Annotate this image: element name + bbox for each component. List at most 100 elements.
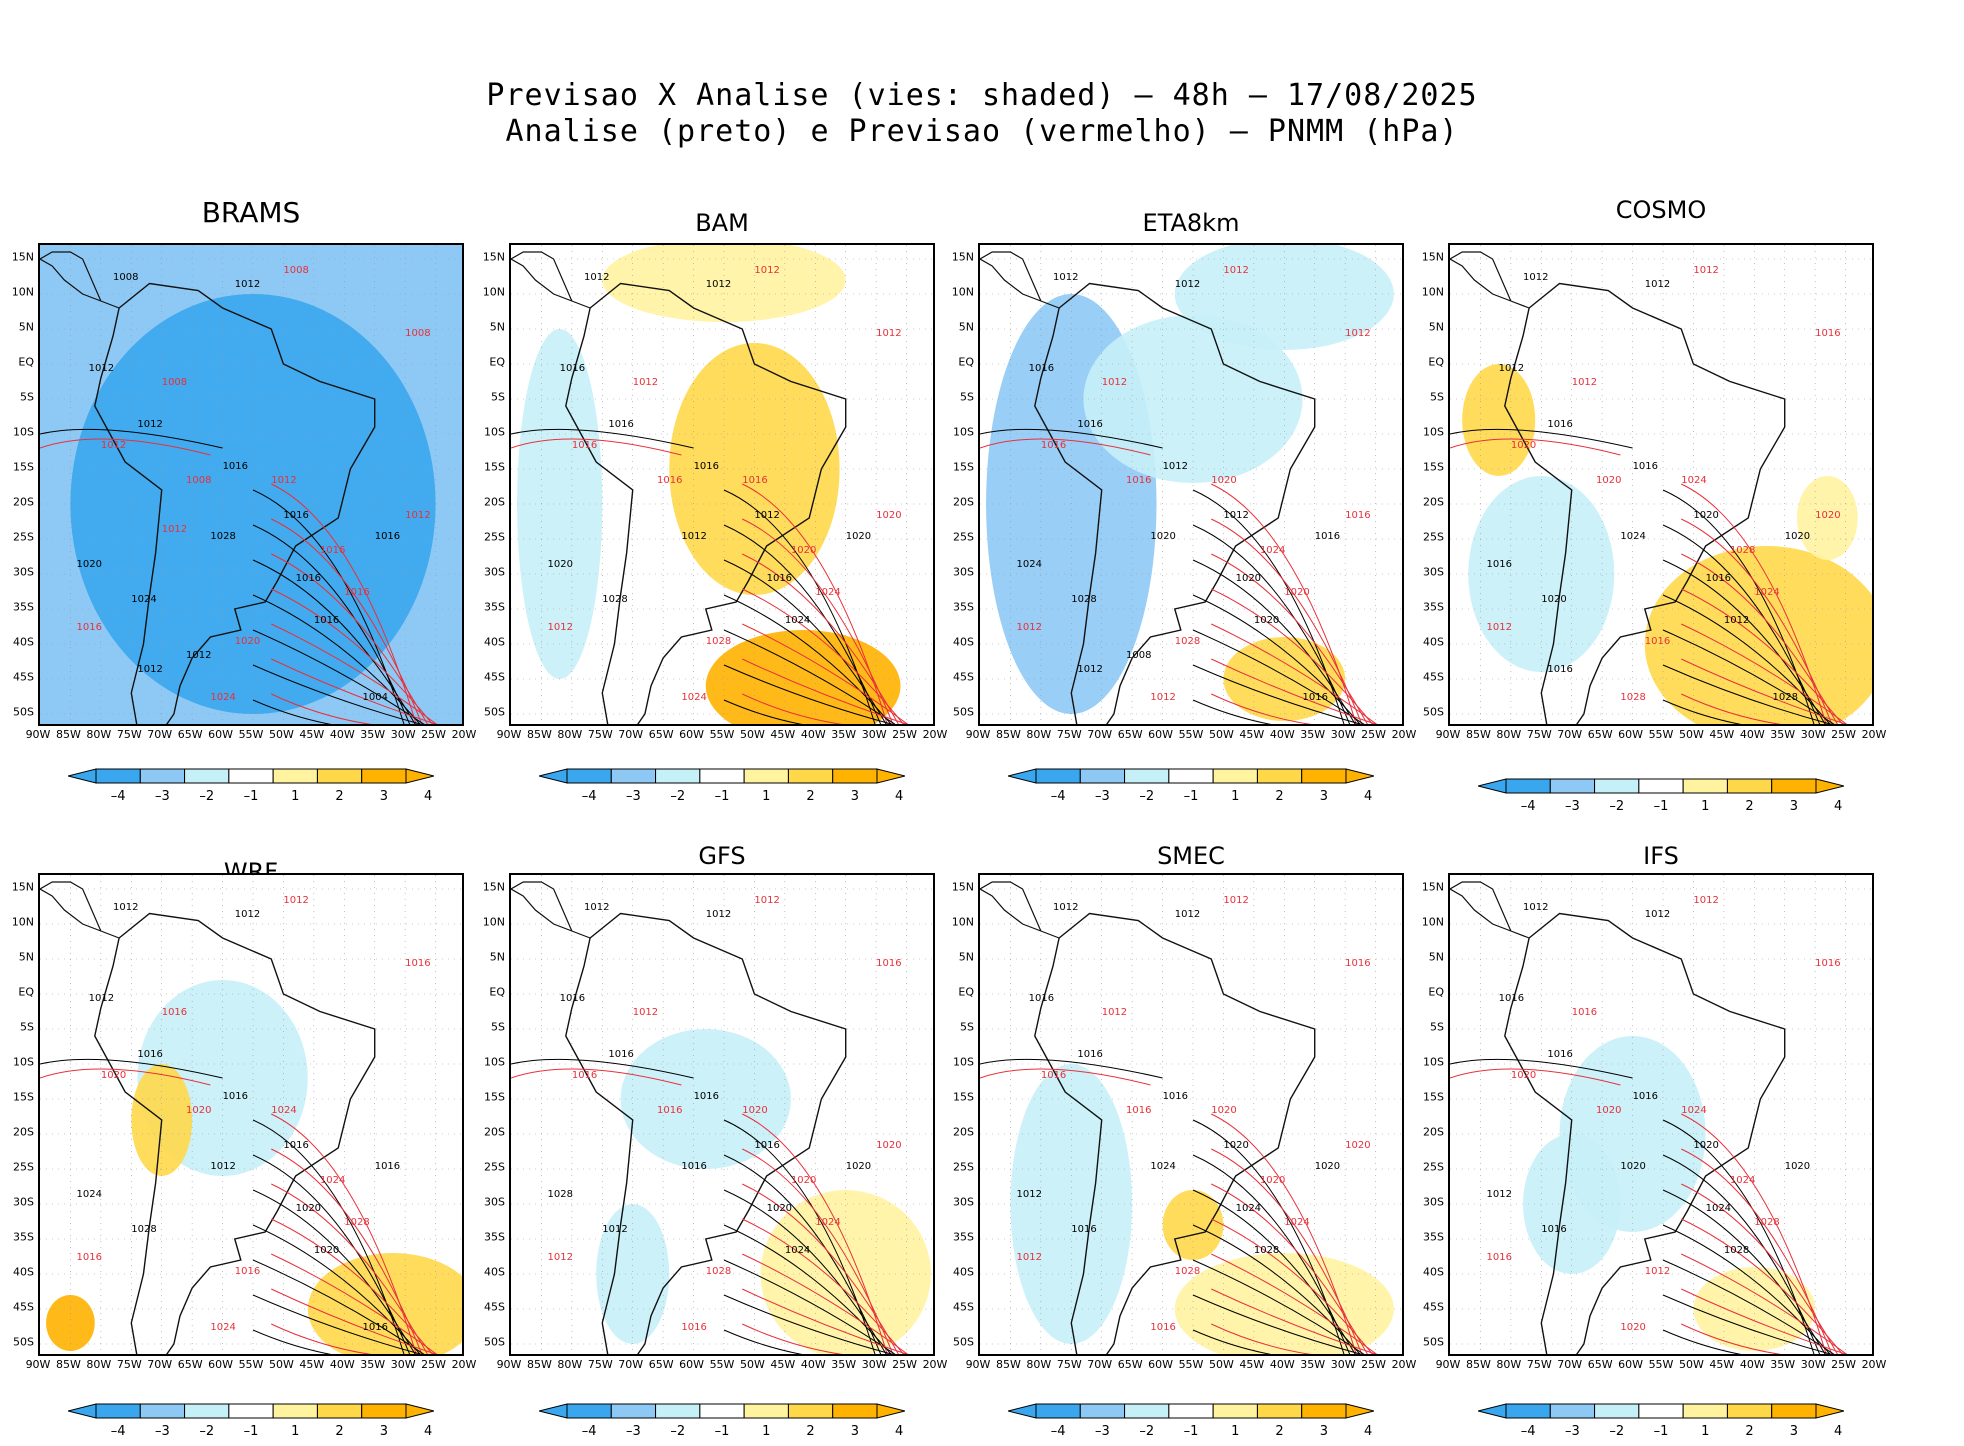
analysis-contour-label: 1012 — [1523, 902, 1548, 913]
colorbar-bin — [655, 1403, 701, 1419]
lat-tick-label: 25S — [484, 530, 505, 544]
colorbar-tick: –4 — [581, 789, 597, 804]
colorbar-bin — [1505, 1403, 1551, 1419]
forecast-contour-label: 1016 — [1645, 636, 1670, 647]
analysis-contour-label: 1020 — [1693, 1140, 1718, 1151]
forecast-contour-label: 1016 — [572, 1070, 597, 1081]
analysis-contour-label: 1020 — [1785, 1161, 1810, 1172]
lon-tick-label: 25W — [1361, 1358, 1386, 1371]
forecast-contour-label: 1016 — [1345, 510, 1370, 521]
forecast-isobar — [742, 553, 899, 724]
coastline-central-america — [1450, 881, 1530, 939]
analysis-contour-label: 1016 — [694, 1091, 719, 1102]
lon-tick-label: 20W — [1391, 728, 1417, 741]
analysis-contour-label: 1012 — [113, 902, 138, 913]
forecast-isobar — [1450, 1068, 1621, 1086]
lon-tick-label: 35W — [1300, 1358, 1326, 1371]
colorbar-bin — [1771, 1403, 1817, 1419]
colorbar-tick: –3 — [626, 1424, 641, 1439]
colorbar-tick: –2 — [670, 1424, 686, 1439]
analysis-contour-label: 1016 — [1077, 419, 1102, 430]
lon-tick-label: 85W — [995, 1358, 1021, 1371]
forecast-contour-label: 1012 — [633, 1007, 658, 1018]
lat-tick-label: EQ — [489, 985, 505, 999]
forecast-contour-label: 1016 — [320, 545, 345, 556]
lon-tick-label: 55W — [1178, 1358, 1204, 1371]
lat-tick-label: 30S — [484, 565, 505, 579]
analysis-contour-label: 1012 — [1487, 1189, 1512, 1200]
colorbar-bin — [1079, 1403, 1126, 1419]
lat-tick-label: 5S — [960, 390, 974, 404]
colorbar-tick: 1 — [1701, 799, 1710, 814]
lon-tick-label: 65W — [177, 1358, 203, 1371]
forecast-isobar — [1211, 553, 1368, 724]
lat-tick-label: 5S — [20, 1020, 34, 1034]
forecast-isobar — [742, 623, 909, 724]
lon-tick-label: 40W — [1269, 728, 1295, 741]
colorbar-2: –4 –3 –2 –1 1 2 3 4 — [1007, 767, 1375, 811]
lon-tick-label: 85W — [995, 728, 1021, 741]
colorbar-3: –4 –3 –2 –1 1 2 3 4 — [1477, 777, 1845, 821]
forecast-contour-label: 1016 — [1487, 1252, 1512, 1263]
forecast-contour-label: 1016 — [344, 587, 369, 598]
analysis-isobar — [1192, 629, 1365, 724]
lat-tick-label: 25S — [13, 530, 34, 544]
analysis-isobar — [1662, 1259, 1835, 1354]
colorbar-tick: –2 — [1139, 789, 1155, 804]
colorbar-tick: 1 — [762, 1424, 771, 1439]
forecast-isobar — [742, 483, 888, 724]
lat-tick-label: 5N — [958, 320, 974, 334]
colorbar-bin — [743, 1403, 789, 1419]
analysis-contour-label: 1012 — [1523, 272, 1548, 283]
lon-tick-label: 50W — [1208, 728, 1234, 741]
forecast-contour-label: 1028 — [706, 636, 731, 647]
forecast-contour-label: 1016 — [1126, 475, 1151, 486]
forecast-contour-label: 1016 — [1041, 440, 1066, 451]
colorbar-tick: 3 — [379, 789, 388, 804]
analysis-isobar — [723, 1154, 882, 1354]
analysis-contour-label: 1012 — [1077, 664, 1102, 675]
colorbar-bin — [1212, 1403, 1258, 1419]
lat-tick-label: 50S — [484, 1335, 505, 1349]
forecast-contour-label: 1012 — [1223, 895, 1248, 906]
forecast-contour-label: 1012 — [1645, 1266, 1670, 1277]
colorbar-arrow-low — [67, 1403, 97, 1419]
lon-tick-label: 30W — [390, 728, 416, 741]
lat-tick-label: 40S — [953, 1265, 974, 1279]
lon-tick-label: 30W — [1800, 1358, 1826, 1371]
colorbar-tick: 1 — [291, 1424, 300, 1439]
forecast-contour-label: 1012 — [754, 895, 779, 906]
lon-tick-label: 65W — [1587, 728, 1613, 741]
forecast-isobar — [742, 588, 904, 724]
forecast-isobar — [1681, 623, 1848, 724]
lat-tick-label: 25S — [13, 1160, 34, 1174]
lon-tick-label: 45W — [1239, 728, 1265, 741]
analysis-contour-label: 1012 — [89, 363, 114, 374]
coastline-central-america — [980, 881, 1060, 939]
colorbar-tick: –3 — [155, 789, 170, 804]
lon-tick-label: 40W — [1739, 728, 1765, 741]
forecast-contour-label: 1012 — [271, 475, 296, 486]
lon-tick-label: 80W — [557, 728, 583, 741]
forecast-contour-label: 1020 — [876, 510, 901, 521]
analysis-isobar — [980, 428, 1163, 449]
analysis-contour-label: 1016 — [137, 1049, 162, 1060]
lon-tick-label: 65W — [177, 728, 203, 741]
analysis-isobar — [723, 1294, 894, 1354]
coastline-central-america — [1450, 251, 1530, 309]
analysis-contour-label: 1020 — [548, 559, 573, 570]
lon-tick-label: 70W — [1087, 1358, 1113, 1371]
map-panel-smec: 1012 1012 1016 1016 1016 1020 1020 1024 1028 1012… — [978, 873, 1404, 1356]
analysis-contour-label: 1012 — [1645, 279, 1670, 290]
colorbar-bin — [272, 1403, 318, 1419]
forecast-isobar — [1211, 483, 1357, 724]
forecast-isobar — [1681, 1218, 1843, 1354]
lat-tick-label: 15S — [484, 460, 505, 474]
colorbar-tick: 2 — [1275, 1424, 1284, 1439]
forecast-isobar — [1211, 693, 1312, 724]
figure-title-line2: Analise (preto) e Previsao (vermelho) – … — [505, 114, 1459, 149]
analysis-contour-label: 1028 — [210, 531, 235, 542]
forecast-contour-label: 1028 — [706, 1266, 731, 1277]
analysis-isobar — [1662, 524, 1821, 724]
analysis-contour-label: 1024 — [1150, 1161, 1175, 1172]
